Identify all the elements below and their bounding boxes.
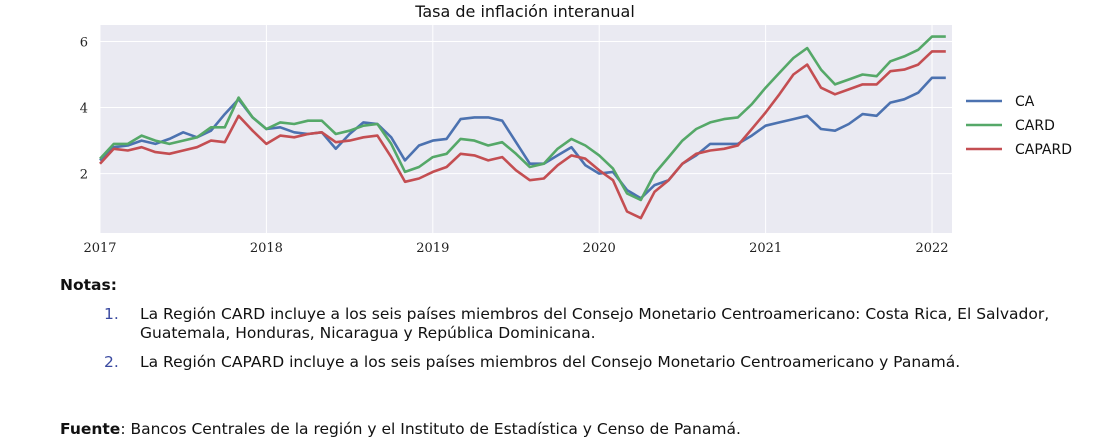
chart-title: Tasa de inflación interanual: [414, 2, 635, 21]
inflation-chart: Tasa de inflación interanual 2 4 6 2017 2018…: [80, 2, 1072, 256]
notes-heading: Notas:: [60, 276, 117, 294]
source-label: Fuente: [60, 420, 121, 438]
plot-area: [100, 25, 952, 233]
x-tick-label: 2021: [749, 241, 782, 256]
note-item: 1. La Región CARD incluye a los seis paí…: [60, 305, 1100, 343]
note-number: 1.: [104, 305, 119, 323]
legend-label: CAPARD: [1015, 142, 1072, 158]
y-tick-label: 4: [80, 102, 88, 117]
note-text: La Región CAPARD incluye a los seis país…: [140, 353, 961, 371]
series-lines: [99, 35, 946, 220]
notes-section: Notas: 1. La Región CARD incluye a los s…: [60, 276, 1100, 382]
series-line-card: [99, 35, 946, 202]
note-number: 2.: [104, 353, 119, 371]
x-tick-label: 2018: [250, 241, 283, 256]
x-tick-label: 2022: [915, 241, 948, 256]
axis-ticks: 2 4 6 2017 2018 2019 2020 2021 2022: [80, 36, 949, 256]
series-line-capard: [99, 50, 946, 220]
legend: CA CARD CAPARD: [966, 94, 1072, 158]
x-tick-label: 2019: [416, 241, 449, 256]
y-tick-label: 6: [80, 36, 88, 51]
source-line: Fuente: Bancos Centrales de la región y …: [60, 420, 741, 438]
x-tick-label: 2017: [83, 241, 116, 256]
note-item: 2. La Región CAPARD incluye a los seis p…: [60, 353, 1100, 372]
x-tick-label: 2020: [583, 241, 616, 256]
legend-label: CA: [1015, 94, 1035, 110]
y-tick-label: 2: [80, 168, 88, 183]
legend-label: CARD: [1015, 118, 1055, 134]
note-text: La Región CARD incluye a los seis países…: [140, 305, 1050, 342]
source-text: : Bancos Centrales de la región y el Ins…: [120, 420, 741, 438]
